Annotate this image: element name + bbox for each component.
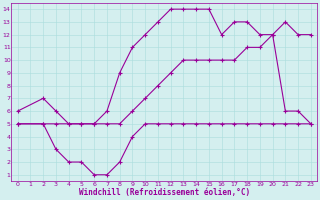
X-axis label: Windchill (Refroidissement éolien,°C): Windchill (Refroidissement éolien,°C) [79,188,250,197]
